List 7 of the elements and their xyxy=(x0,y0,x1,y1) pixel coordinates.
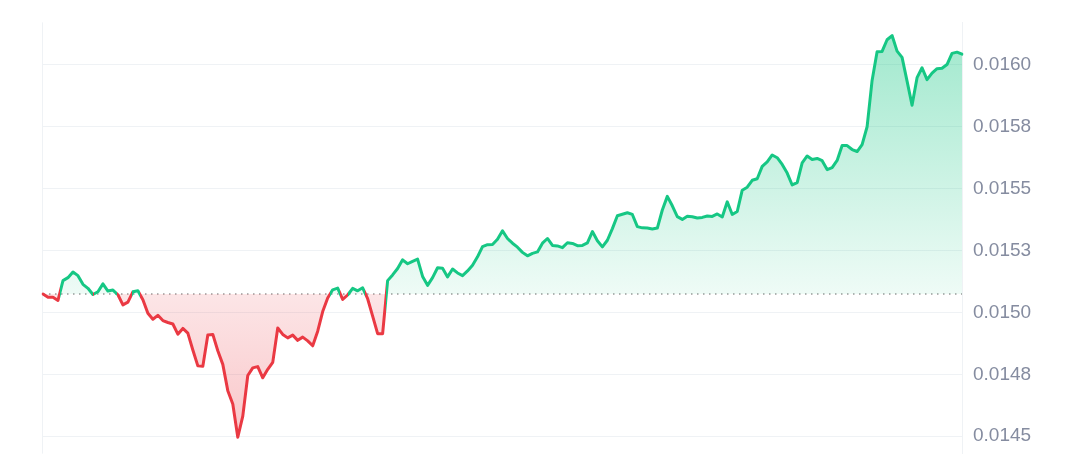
y-tick-label: 0.0148 xyxy=(973,362,1032,384)
y-tick-label: 0.0145 xyxy=(973,424,1032,446)
y-tick-label: 0.0153 xyxy=(973,238,1032,260)
y-tick-label: 0.0160 xyxy=(973,52,1032,74)
y-tick-label: 0.0155 xyxy=(973,176,1032,198)
y-tick-label: 0.0150 xyxy=(973,300,1032,322)
y-tick-label: 0.0158 xyxy=(973,114,1032,136)
